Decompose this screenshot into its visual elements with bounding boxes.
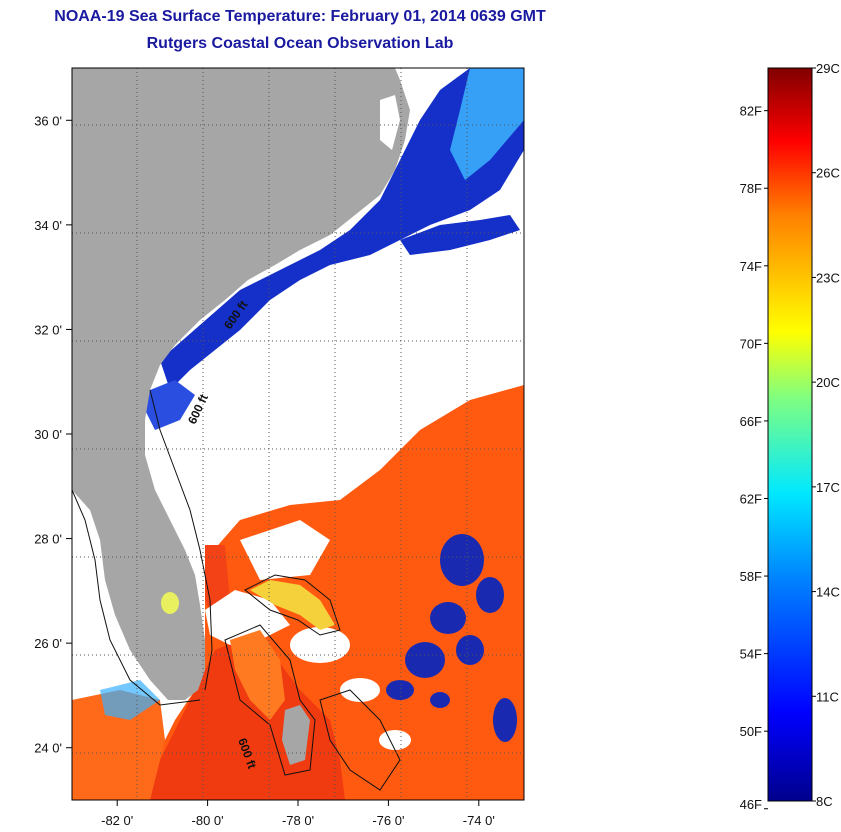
colorbar-celsius-labels: 29C 26C 23C 20C 17C 14C 11C 8C (812, 61, 840, 809)
lat-tick-label: 24 0' (34, 741, 62, 756)
keys-water (72, 690, 165, 800)
colorbar-f-label: 58F (740, 569, 762, 584)
lat-tick-label: 32 0' (34, 322, 62, 337)
cold-coastal-water (160, 68, 524, 390)
cold-patch-1 (400, 215, 520, 255)
colorbar-f-label: 70F (740, 336, 762, 351)
lon-tick-label: -74 0' (463, 813, 495, 828)
map-title: NOAA-19 Sea Surface Temperature: Februar… (54, 8, 546, 25)
colorbar-f-label: 78F (740, 181, 762, 196)
colorbar-c-label: 29C (816, 61, 840, 76)
lon-tick-label: -82 0' (101, 813, 133, 828)
colorbar: 29C 26C 23C 20C 17C 14C 11C 8C 82F 78F 74F 70F 66F 6… (740, 61, 840, 812)
lat-tick-label: 28 0' (34, 532, 62, 547)
colorbar-c-label: 14C (816, 585, 840, 600)
andros-bank (230, 630, 285, 720)
colorbar-f-label: 50F (740, 724, 762, 739)
colorbar-c-label: 26C (816, 166, 840, 181)
florida-coast-contour (149, 389, 213, 691)
longitude-axis: -82 0' -80 0' -78 0' -76 0' -74 0' (101, 800, 495, 828)
us-land (72, 68, 410, 700)
lake-okeechobee (161, 592, 179, 614)
colorbar-f-label: 46F (740, 797, 762, 812)
colorbar-c-label: 8C (816, 794, 833, 809)
keys-mixed (100, 680, 160, 720)
lat-tick-label: 36 0' (34, 113, 62, 128)
gulf-coast-contour (72, 489, 201, 706)
lat-tick-label: 34 0' (34, 218, 62, 233)
colorbar-fahrenheit-labels: 82F 78F 74F 70F 66F 62F 58F 54F 50F 46F (740, 104, 768, 812)
lon-tick-label: -78 0' (282, 813, 314, 828)
cold-eddies (386, 534, 517, 742)
cloud-patches (205, 520, 411, 750)
bahama-contour-2 (224, 624, 316, 776)
colorbar-c-label: 20C (816, 375, 840, 390)
lat-tick-label: 30 0' (34, 427, 62, 442)
lat-tick-label: 26 0' (34, 636, 62, 651)
graticule (72, 68, 524, 800)
colorbar-c-label: 11C (816, 689, 839, 704)
colorbar-f-label: 66F (740, 414, 762, 429)
lon-tick-label: -76 0' (372, 813, 404, 828)
colorbar-c-label: 23C (816, 270, 840, 285)
cool-water-band (450, 68, 524, 180)
colorbar-f-label: 74F (740, 259, 762, 274)
colorbar-f-label: 62F (740, 491, 762, 506)
cold-patch-2 (145, 380, 195, 430)
lon-tick-label: -80 0' (192, 813, 224, 828)
colorbar-f-label: 82F (740, 104, 762, 119)
map-panel: 600 ft 600 ft 600 ft (72, 68, 524, 800)
bahama-contour-1 (244, 574, 341, 636)
bahama-bank-shallow (250, 580, 335, 630)
colorbar-f-label: 54F (740, 647, 762, 662)
map-subtitle: Rutgers Coastal Ocean Observation Lab (146, 35, 454, 52)
colorbar-gradient (767, 67, 813, 802)
bahama-land (282, 705, 310, 765)
latitude-axis: 36 0' 34 0' 32 0' 30 0' 28 0' 26 0' 24 0' (34, 113, 72, 756)
colorbar-c-label: 17C (816, 480, 840, 495)
bahama-contour-3 (319, 689, 401, 791)
pamlico-sound (380, 95, 400, 150)
